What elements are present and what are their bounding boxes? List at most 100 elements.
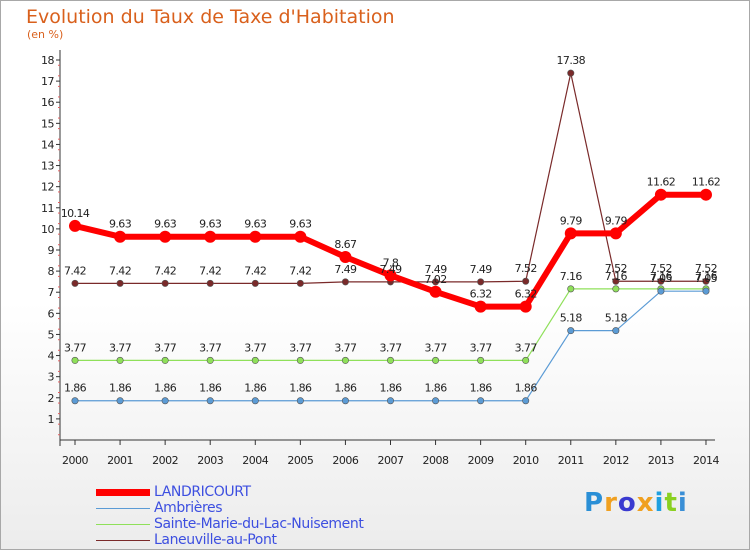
series-point-3 [432,278,440,286]
x-tick-label: 2006 [332,454,358,467]
y-tick-label: 13 [41,160,54,173]
x-tick-label: 2001 [107,454,133,467]
data-label-2: 3.77 [109,341,132,354]
series-point-2 [206,356,214,364]
data-label-2: 3.77 [425,341,448,354]
data-label-1: 1.86 [425,382,448,395]
data-label-0: 10.14 [61,207,90,220]
data-label-1: 1.86 [109,382,132,395]
series-point-0 [69,219,81,232]
data-label-3: 7.52 [515,262,537,275]
legend-swatch [96,523,150,525]
legend-swatch [96,507,150,509]
chart-title: Evolution du Taux de Taxe d'Habitation [26,6,395,28]
data-label-2: 3.77 [379,341,402,354]
data-label-3: 7.49 [334,263,357,276]
data-label-3: 7.42 [109,264,131,277]
series-point-0 [429,285,442,298]
data-label-1: 5.18 [605,312,628,325]
series-point-0 [249,230,262,243]
series-point-2 [386,356,394,364]
data-label-0: 9.79 [560,214,583,227]
x-tick-label: 2003 [197,454,223,467]
series-point-1 [116,397,124,405]
series-point-3 [251,279,259,287]
x-tick-label: 2008 [423,454,449,467]
data-label-1: 7.05 [650,272,673,285]
data-label-3: 7.52 [650,262,672,275]
x-tick-label: 2013 [648,454,674,467]
y-tick-label: 3 [48,371,55,384]
data-label-1: 1.86 [334,382,357,395]
data-label-2: 3.77 [244,341,267,354]
series-point-0 [519,300,532,313]
series-line-0 [72,191,709,310]
series-line-3 [74,72,707,284]
data-label-2: 7.16 [605,270,628,283]
data-label-3: 7.42 [199,264,221,277]
series-point-0 [384,269,397,282]
series-point-2 [612,285,620,293]
series-point-0 [204,230,217,243]
series-point-0 [474,300,487,313]
data-label-0: 9.63 [244,218,267,231]
data-label-3: 7.49 [379,263,402,276]
series-point-2 [341,356,349,364]
data-label-3: 17.38 [557,54,586,67]
data-label-0: 9.63 [109,218,132,231]
data-label-2: 3.77 [515,341,538,354]
x-tick-label: 2010 [513,454,539,467]
data-label-0: 6.32 [515,288,537,301]
data-label-2: 7.16 [560,270,583,283]
data-label-1: 1.86 [379,382,402,395]
series-point-2 [296,356,304,364]
data-label-1: 1.86 [515,382,538,395]
series-point-2 [522,356,530,364]
data-label-2: 3.77 [154,341,177,354]
data-label-0: 8.67 [334,238,357,251]
logo-letter: i [677,488,688,518]
data-label-2: 7.16 [650,270,673,283]
logo-letter: r [604,488,618,518]
series-point-3 [296,279,304,287]
data-label-3: 7.52 [695,262,717,275]
series-point-0 [339,250,352,263]
legend-label: LANDRICOURT [154,484,251,500]
legend-item: Ambrières [96,500,223,516]
series-point-1 [477,397,485,405]
data-label-2: 3.77 [470,341,493,354]
data-label-3: 7.42 [289,264,311,277]
series-point-2 [477,356,485,364]
series-point-1 [206,397,214,405]
data-label-2: 3.77 [64,341,87,354]
series-point-2 [116,356,124,364]
series-point-2 [161,356,169,364]
y-tick-label: 7 [48,286,55,299]
data-label-2: 3.77 [199,341,222,354]
series-point-3 [522,277,530,285]
series-point-1 [71,397,79,405]
data-label-3: 7.52 [605,262,627,275]
logo-letter: i [654,488,665,518]
data-label-1: 1.86 [470,382,493,395]
logo-letter: t [664,488,678,518]
series-point-3 [702,277,710,285]
legend-label: Sainte-Marie-du-Lac-Nuisement [154,516,364,532]
y-tick-label: 10 [41,223,54,236]
x-tick-label: 2002 [152,454,178,467]
data-label-0: 9.63 [154,218,177,231]
data-label-2: 3.77 [334,341,357,354]
series-point-3 [206,279,214,287]
data-label-2: 3.77 [289,341,312,354]
data-label-0: 6.32 [470,288,492,301]
data-label-0: 11.62 [692,176,721,189]
y-tick-label: 6 [48,307,55,320]
data-label-1: 1.86 [199,382,222,395]
x-tick-label: 2012 [603,454,629,467]
series-point-3 [116,279,124,287]
data-label-1: 5.18 [560,312,583,325]
series-point-2 [71,356,79,364]
y-tick-label: 8 [48,265,55,278]
